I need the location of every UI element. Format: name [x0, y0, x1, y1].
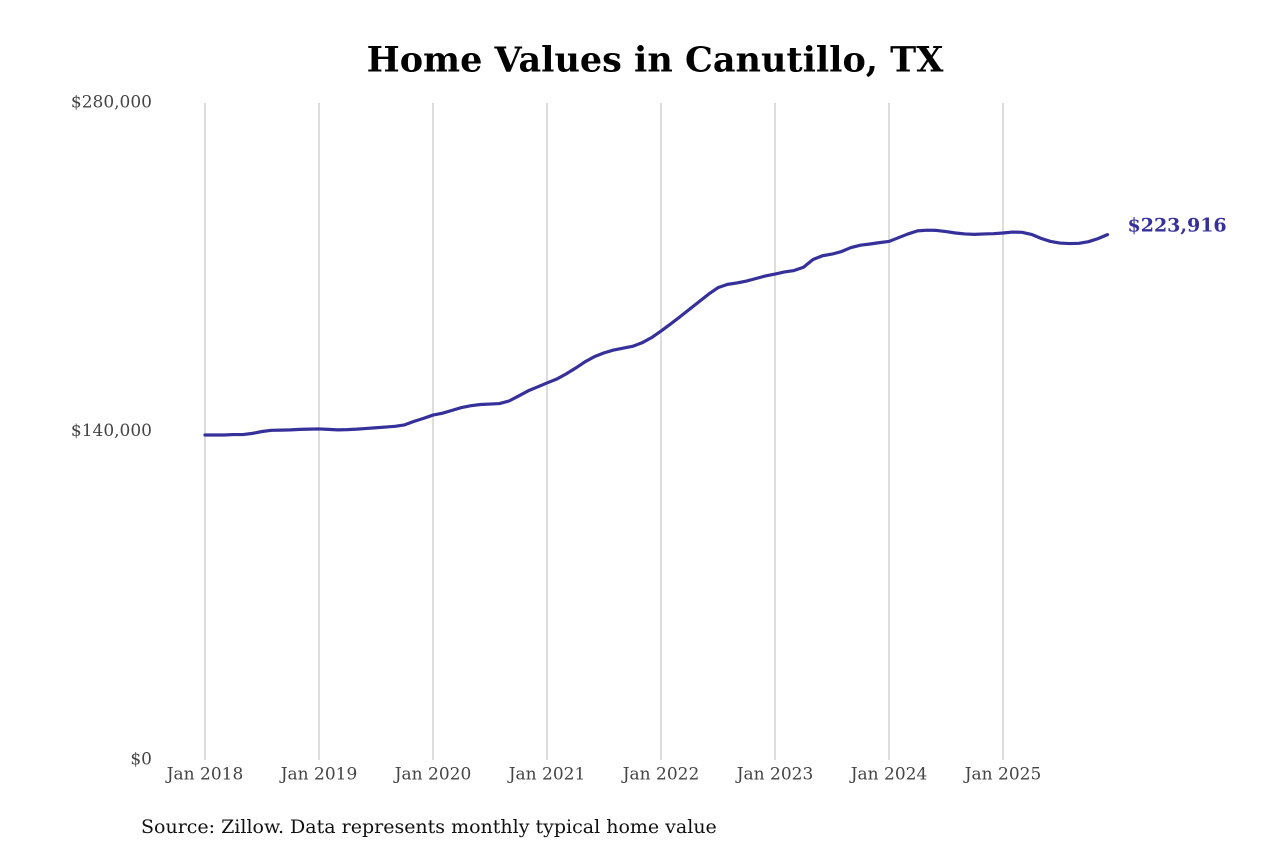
x-tick-label: Jan 2019 — [279, 765, 358, 785]
x-tick-label: Jan 2018 — [165, 765, 244, 785]
chart-title: Home Values in Canutillo, TX — [367, 40, 945, 81]
line-series — [203, 228, 1110, 437]
value-label: $223,916 — [1128, 215, 1227, 237]
x-tick-label: Jan 2025 — [963, 765, 1042, 785]
y-tick-label: $140,000 — [71, 421, 152, 441]
source-note: Source: Zillow. Data represents monthly … — [141, 816, 717, 838]
x-tick-label: Jan 2024 — [849, 765, 928, 785]
x-tick-label: Jan 2023 — [735, 765, 814, 785]
y-tick-label: $280,000 — [71, 93, 152, 113]
x-tick-label: Jan 2022 — [621, 765, 700, 785]
x-tick-label: Jan 2020 — [393, 765, 472, 785]
x-tick-label: Jan 2021 — [507, 765, 586, 785]
y-tick-label: $0 — [130, 750, 152, 770]
